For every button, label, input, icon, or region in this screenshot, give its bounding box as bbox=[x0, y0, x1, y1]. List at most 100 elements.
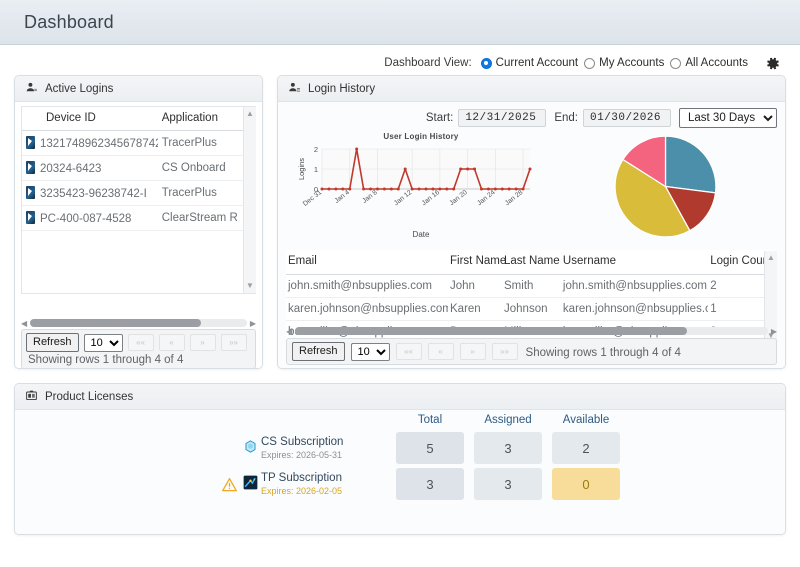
scroll-down-icon[interactable]: ▼ bbox=[246, 281, 254, 290]
page-size-select[interactable]: 10 bbox=[83, 333, 123, 352]
cell-last-name: Smith bbox=[502, 274, 561, 298]
table-row[interactable]: 3235423-96238742-I TracerPlus bbox=[22, 180, 256, 206]
table-row[interactable]: 20324-6423 CS Onboard bbox=[22, 155, 256, 181]
svg-text:Dec 31: Dec 31 bbox=[302, 189, 323, 208]
pie-slice bbox=[622, 135, 667, 188]
radio-all-accounts-label: All Accounts bbox=[685, 57, 748, 69]
login-history-toolbar: Refresh 10 «« « » »» Showing rows 1 thro… bbox=[286, 338, 777, 365]
svg-text:Logins: Logins bbox=[297, 158, 306, 180]
license-name[interactable]: CS Subscription bbox=[261, 435, 344, 448]
login-history-showing-rows: Showing rows 1 through 4 of 4 bbox=[525, 346, 681, 359]
radio-current-account[interactable]: Current Account bbox=[480, 57, 578, 69]
license-badge-icon bbox=[25, 389, 38, 405]
first-page-button[interactable]: «« bbox=[127, 334, 154, 351]
license-name[interactable]: TP Subscription bbox=[261, 471, 342, 484]
end-date-input[interactable] bbox=[583, 109, 671, 127]
login-history-charts: User Login History 0 1 2 Dec 31 Jan 4 Jan 8 Ja… bbox=[278, 128, 785, 239]
start-date-input[interactable] bbox=[458, 109, 547, 127]
end-date-field: End: bbox=[554, 109, 671, 127]
license-expires: Expires: 2026-02-05 bbox=[261, 485, 343, 496]
table-row[interactable]: karen.johnson@nbsupplies.com Karen Johns… bbox=[286, 297, 777, 321]
login-history-body: Start: End: Last 30 Days User Login Hist… bbox=[278, 102, 785, 368]
cell-application: TracerPlus bbox=[157, 130, 256, 156]
product-licenses-grid: Total Assigned Available CS Subscription… bbox=[15, 414, 785, 500]
scroll-up-icon[interactable]: ▲ bbox=[767, 253, 775, 262]
radio-all-accounts-dot[interactable] bbox=[670, 57, 682, 69]
col-last-name[interactable]: Last Name bbox=[502, 251, 561, 275]
scroll-right-icon[interactable]: ▶ bbox=[770, 326, 777, 336]
cell-email: karen.johnson@nbsupplies.com bbox=[286, 297, 449, 321]
active-logins-toolbar: Refresh 10 «« « » »» Showing rows 1 thro… bbox=[21, 329, 256, 368]
svg-text:1: 1 bbox=[314, 165, 318, 174]
active-logins-horizontal-scrollbar[interactable]: ◀ ▶ bbox=[21, 317, 256, 329]
cell-first-name: John bbox=[448, 274, 503, 298]
page-title: Dashboard bbox=[24, 11, 114, 32]
page-size-select[interactable]: 10 bbox=[350, 342, 390, 361]
col-first-name[interactable]: First Name bbox=[448, 251, 506, 275]
license-expires: Expires: 2026-05-31 bbox=[261, 449, 343, 460]
login-history-horizontal-scrollbar[interactable]: ◀ ▶ bbox=[286, 325, 777, 337]
scroll-up-icon[interactable]: ▲ bbox=[246, 109, 254, 118]
user-history-icon bbox=[288, 81, 301, 97]
license-available-value: 2 bbox=[552, 432, 620, 464]
cell-last-name: Johnson bbox=[502, 297, 561, 321]
cell-device-id: PC-400-087-4528 bbox=[40, 213, 132, 225]
scroll-down-icon[interactable]: ▼ bbox=[767, 331, 775, 340]
pie-chart-svg bbox=[614, 135, 717, 238]
line-chart-svg: 0 1 2 Dec 31 Jan 4 Jan 8 Jan 12 Jan 16 Jan 20 Jan… bbox=[297, 145, 532, 208]
last-page-button[interactable]: »» bbox=[220, 334, 247, 351]
scroll-left-icon[interactable]: ◀ bbox=[21, 318, 28, 328]
login-history-table: Email First Name Last Name Username Logi… bbox=[286, 251, 777, 343]
svg-text:Jan 12: Jan 12 bbox=[393, 189, 414, 207]
refresh-button[interactable]: Refresh bbox=[292, 342, 345, 361]
scroll-right-icon[interactable]: ▶ bbox=[249, 318, 256, 328]
cell-application: ClearStream R bbox=[157, 205, 256, 231]
cell-login-count: 1 bbox=[708, 297, 777, 321]
dashboard-view-selector: Dashboard View: Current Account My Accou… bbox=[14, 45, 786, 75]
cell-username: karen.johnson@nbsupplies.com bbox=[560, 297, 709, 321]
gear-icon[interactable] bbox=[762, 53, 782, 73]
svg-text:Jan 24: Jan 24 bbox=[476, 189, 497, 207]
device-icon bbox=[26, 211, 35, 224]
first-page-button[interactable]: «« bbox=[395, 343, 422, 360]
prev-page-button[interactable]: « bbox=[427, 343, 454, 360]
hscroll-thumb[interactable] bbox=[30, 319, 202, 327]
next-page-button[interactable]: » bbox=[459, 343, 486, 360]
svg-text:Jan 28: Jan 28 bbox=[504, 189, 525, 207]
col-email[interactable]: Email bbox=[286, 251, 449, 275]
col-username[interactable]: Username bbox=[560, 251, 709, 275]
next-page-button[interactable]: » bbox=[189, 334, 216, 351]
svg-text:Jan 8: Jan 8 bbox=[361, 189, 379, 205]
login-history-header: Login History bbox=[278, 76, 785, 102]
dashboard-top-row: Active Logins Device ID Application bbox=[14, 75, 786, 369]
col-login-count[interactable]: Login Count I bbox=[708, 251, 777, 275]
table-row[interactable]: PC-400-087-4528 ClearStream R bbox=[22, 205, 256, 231]
active-logins-showing-rows: Showing rows 1 through 4 of 4 bbox=[28, 354, 184, 366]
radio-current-account-dot[interactable] bbox=[480, 57, 492, 69]
login-history-vertical-scrollbar[interactable]: ▲ ▼ bbox=[764, 251, 777, 343]
cell-username: john.smith@nbsupplies.com bbox=[560, 274, 709, 298]
product-licenses-panel: Product Licenses Total Assigned Availabl… bbox=[14, 383, 786, 535]
hscroll-track[interactable] bbox=[295, 327, 768, 335]
col-application[interactable]: Application bbox=[157, 107, 256, 131]
col-device-id[interactable]: Device ID bbox=[22, 107, 158, 131]
radio-my-accounts-label: My Accounts bbox=[599, 57, 665, 69]
radio-my-accounts-dot[interactable] bbox=[584, 57, 596, 69]
last-page-button[interactable]: »» bbox=[491, 343, 518, 360]
svg-text:Jan 20: Jan 20 bbox=[448, 189, 469, 207]
product-licenses-header: Product Licenses bbox=[15, 384, 785, 410]
refresh-button[interactable]: Refresh bbox=[26, 333, 79, 352]
radio-all-accounts[interactable]: All Accounts bbox=[670, 57, 748, 69]
active-logins-vertical-scrollbar[interactable]: ▲ ▼ bbox=[243, 107, 256, 293]
device-icon bbox=[26, 161, 35, 174]
radio-my-accounts[interactable]: My Accounts bbox=[584, 57, 664, 69]
hscroll-thumb[interactable] bbox=[295, 327, 688, 335]
table-row[interactable]: 1321748962345678742-A TracerPlus bbox=[22, 130, 256, 156]
date-range-select[interactable]: Last 30 Days bbox=[679, 108, 777, 128]
prev-page-button[interactable]: « bbox=[158, 334, 185, 351]
scroll-left-icon[interactable]: ◀ bbox=[286, 326, 293, 336]
table-row[interactable]: john.smith@nbsupplies.com John Smith joh… bbox=[286, 274, 777, 298]
hscroll-track[interactable] bbox=[30, 319, 247, 327]
active-logins-body: Device ID Application 132174896234567874… bbox=[15, 106, 262, 368]
pie-slice bbox=[664, 185, 717, 232]
